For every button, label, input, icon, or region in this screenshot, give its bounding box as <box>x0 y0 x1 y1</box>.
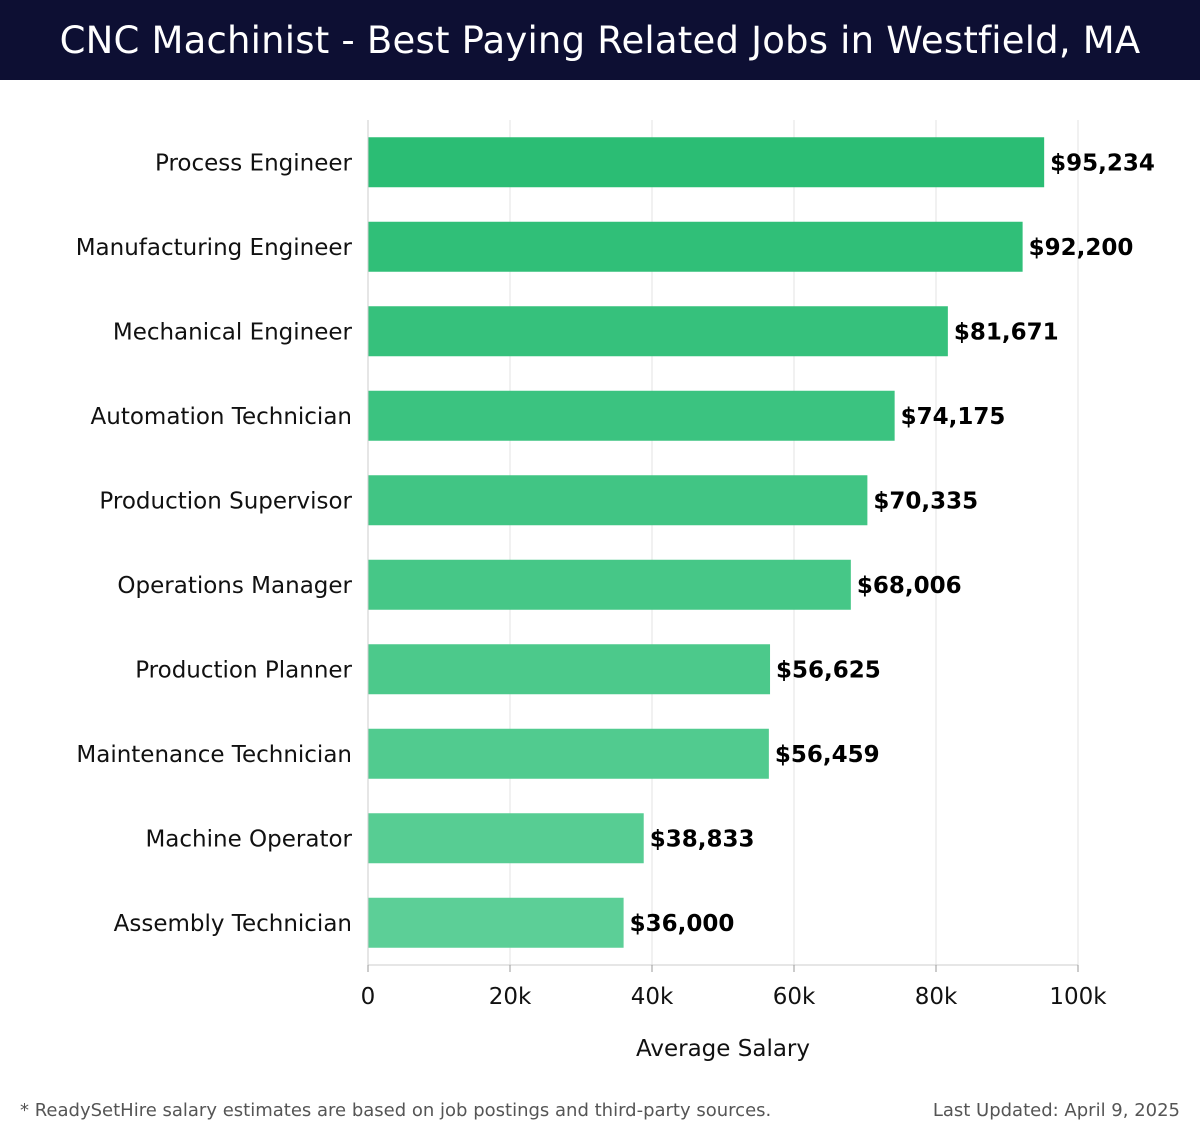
value-label: $95,234 <box>1050 150 1155 176</box>
value-label: $92,200 <box>1029 235 1134 261</box>
x-axis-title: Average Salary <box>636 1036 810 1062</box>
category-label: Assembly Technician <box>114 911 352 937</box>
category-label: Production Planner <box>135 657 352 683</box>
value-label: $36,000 <box>630 911 735 937</box>
bar <box>368 390 895 441</box>
x-tick-label: 40k <box>631 984 674 1010</box>
x-tick-label: 80k <box>915 984 958 1010</box>
value-label: $56,459 <box>775 742 880 768</box>
bar <box>368 306 948 357</box>
footer-note: * ReadySetHire salary estimates are base… <box>20 1100 772 1121</box>
category-label: Maintenance Technician <box>76 742 352 768</box>
bar <box>368 137 1045 188</box>
value-label: $68,006 <box>857 573 962 599</box>
value-label: $74,175 <box>901 404 1006 430</box>
bar <box>368 644 771 695</box>
bar <box>368 813 644 864</box>
x-tick-label: 100k <box>1049 984 1107 1010</box>
value-label: $56,625 <box>776 657 881 683</box>
category-label: Machine Operator <box>145 826 352 852</box>
x-tick-label: 60k <box>773 984 816 1010</box>
bar <box>368 559 851 610</box>
bar <box>368 475 868 526</box>
last-updated: Last Updated: April 9, 2025 <box>932 1100 1180 1121</box>
value-label: $81,671 <box>954 319 1059 345</box>
category-label: Process Engineer <box>155 150 353 176</box>
category-label: Mechanical Engineer <box>113 319 353 345</box>
bar <box>368 728 769 779</box>
category-label: Operations Manager <box>117 573 352 599</box>
chart-header: CNC Machinist - Best Paying Related Jobs… <box>0 0 1200 80</box>
bar <box>368 221 1023 272</box>
x-tick-label: 0 <box>361 984 376 1010</box>
bar-chart: Process Engineer $95,234 Manufacturing Eng… <box>76 120 1155 1062</box>
category-label: Production Supervisor <box>99 488 352 514</box>
value-label: $38,833 <box>650 826 755 852</box>
category-label: Automation Technician <box>91 404 352 430</box>
value-label: $70,335 <box>873 488 978 514</box>
bar <box>368 897 624 948</box>
category-label: Manufacturing Engineer <box>76 235 353 261</box>
x-tick-label: 20k <box>489 984 532 1010</box>
chart-title: CNC Machinist - Best Paying Related Jobs… <box>59 18 1141 62</box>
